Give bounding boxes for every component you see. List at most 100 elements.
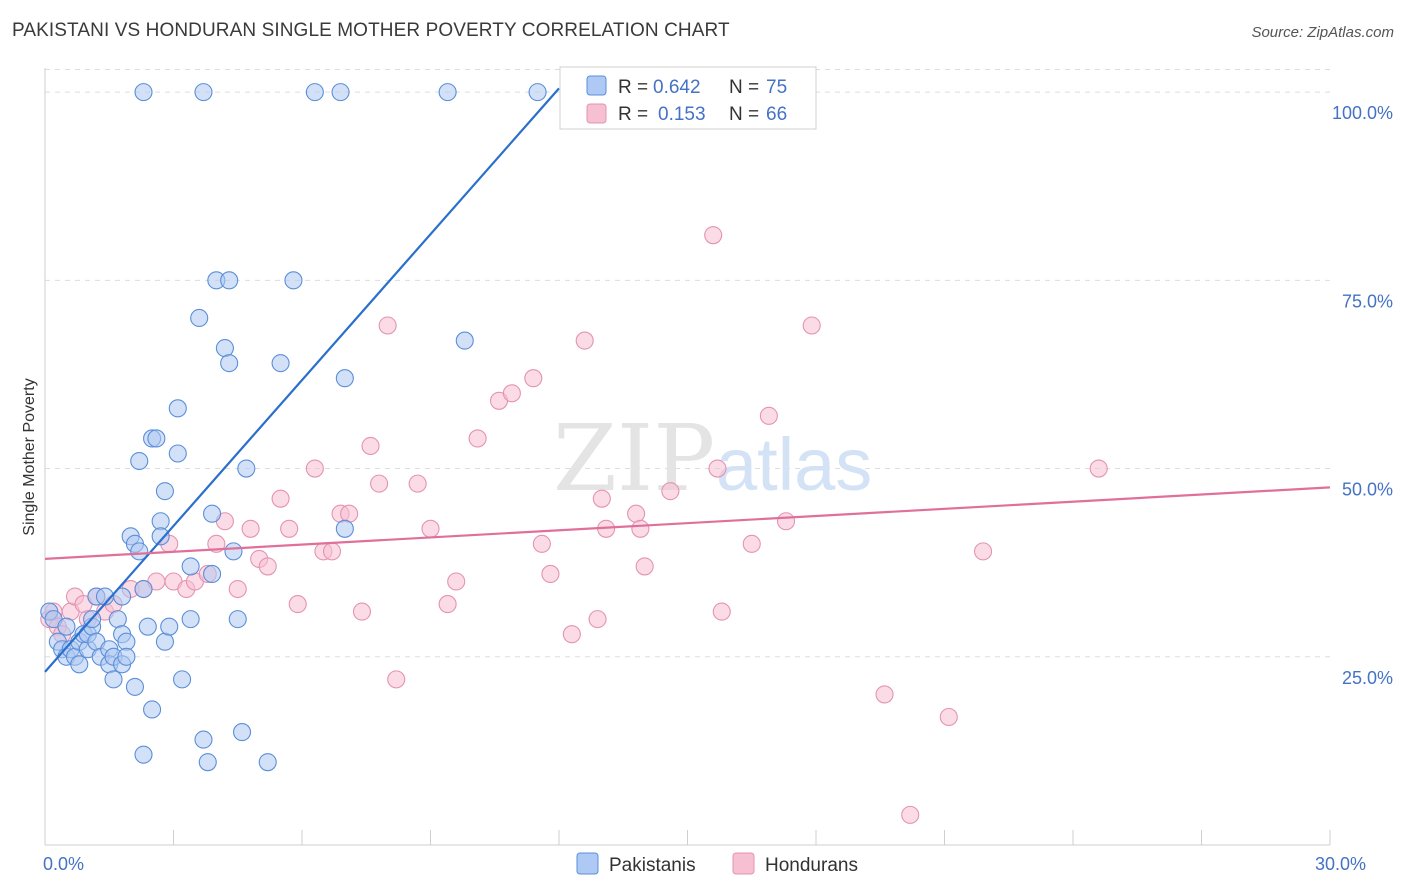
y-tick-label: 75.0% [1342,291,1393,311]
point-pakistanis [130,542,149,561]
point-pakistanis [147,429,166,448]
x-tick-label: 30.0% [1315,854,1366,874]
point-hondurans [532,534,551,553]
chart-title: PAKISTANI VS HONDURAN SINGLE MOTHER POVE… [12,20,730,41]
x-tick-label: 0.0% [43,854,84,874]
trendline-pakistanis [44,87,560,673]
point-pakistanis [173,670,192,689]
legend-swatch-hondurans [586,103,607,124]
legend-n-value-2: 66 [766,104,787,125]
point-pakistanis [151,512,170,531]
point-hondurans [438,595,457,614]
point-hondurans [361,436,380,456]
point-pakistanis [151,527,170,546]
point-pakistanis [220,354,239,373]
point-pakistanis [190,308,209,328]
point-pakistanis [194,730,213,749]
point-hondurans [704,226,723,245]
point-hondurans [340,504,359,523]
point-hondurans [258,557,277,576]
point-hondurans [802,316,821,335]
point-hondurans [712,602,731,621]
point-pakistanis [134,83,153,102]
point-hondurans [524,369,543,388]
point-pakistanis [134,745,153,764]
point-pakistanis [130,451,149,471]
legend-r-value-1: 0.642 [653,77,701,98]
point-pakistanis [305,83,324,102]
point-pakistanis [117,647,136,666]
y-tick-label: 100.0% [1332,103,1393,123]
y-tick-label: 25.0% [1342,668,1393,688]
watermark-zip: ZIP [553,405,715,512]
point-pakistanis [232,723,252,742]
point-pakistanis [168,444,187,463]
point-hondurans [502,384,521,403]
legend-n-label-1: N = [729,77,759,98]
point-hondurans [228,579,247,599]
point-hondurans [288,595,307,614]
point-hondurans [901,805,920,824]
point-pakistanis [104,670,123,689]
grid-layer: 25.0% 50.0% 75.0% 100.0% [45,69,1393,688]
legend-r-value-2: 0.153 [658,104,706,125]
bottom-legend-label-hondurans: Hondurans [765,855,858,876]
point-pakistanis [220,271,239,290]
point-hondurans [280,519,299,538]
trend-layer [44,87,1331,673]
point-pakistanis [284,271,303,290]
legend-n-label-2: N = [729,104,759,125]
point-pakistanis [224,542,243,561]
point-pakistanis [237,459,256,478]
point-hondurans [973,542,993,561]
point-hondurans [468,429,487,448]
point-hondurans [661,482,680,501]
legend-r-label-2: R = [618,104,648,125]
axes-layer: 0.0% 30.0% [43,68,1366,874]
point-hondurans [271,489,290,508]
point-pakistanis [143,700,162,719]
y-axis-label: Single Mother Poverty [21,378,38,535]
point-pakistanis [335,519,354,538]
point-pakistanis [181,610,200,629]
point-pakistanis [228,610,247,629]
point-pakistanis [215,339,234,358]
point-hondurans [588,610,607,629]
point-pakistanis [113,587,132,606]
point-hondurans [370,474,389,493]
point-pakistanis [438,83,457,102]
point-pakistanis [70,655,89,674]
point-hondurans [1089,459,1108,478]
point-pakistanis [203,504,222,523]
bottom-legend-label-pakistanis: Pakistanis [609,855,696,876]
point-hondurans [708,459,727,478]
point-hondurans [305,459,324,478]
point-pakistanis [198,753,217,772]
point-pakistanis [528,83,547,102]
point-hondurans [627,504,646,523]
point-pakistanis [335,369,354,388]
trendline-hondurans [44,486,1331,561]
point-pakistanis [160,617,179,636]
watermark: ZIP atlas [553,405,872,512]
point-pakistanis [258,753,277,772]
point-pakistanis [455,331,474,350]
point-hondurans [635,557,654,576]
point-hondurans [592,489,611,508]
point-pakistanis [194,83,213,102]
point-hondurans [541,564,560,584]
bottom-legend-swatch-pakistanis [576,852,599,875]
legend-n-value-1: 75 [766,77,787,98]
point-hondurans [776,512,796,531]
legend-swatch-pakistanis [586,75,607,96]
point-hondurans [939,707,958,727]
point-hondurans [322,542,342,561]
point-hondurans [387,670,406,689]
point-hondurans [742,534,761,553]
point-pakistanis [117,632,136,651]
bottom-legend-swatch-hondurans [732,852,755,875]
point-pakistanis [155,482,174,501]
point-hondurans [575,331,594,350]
point-pakistanis [57,617,76,636]
point-pakistanis [155,632,174,651]
